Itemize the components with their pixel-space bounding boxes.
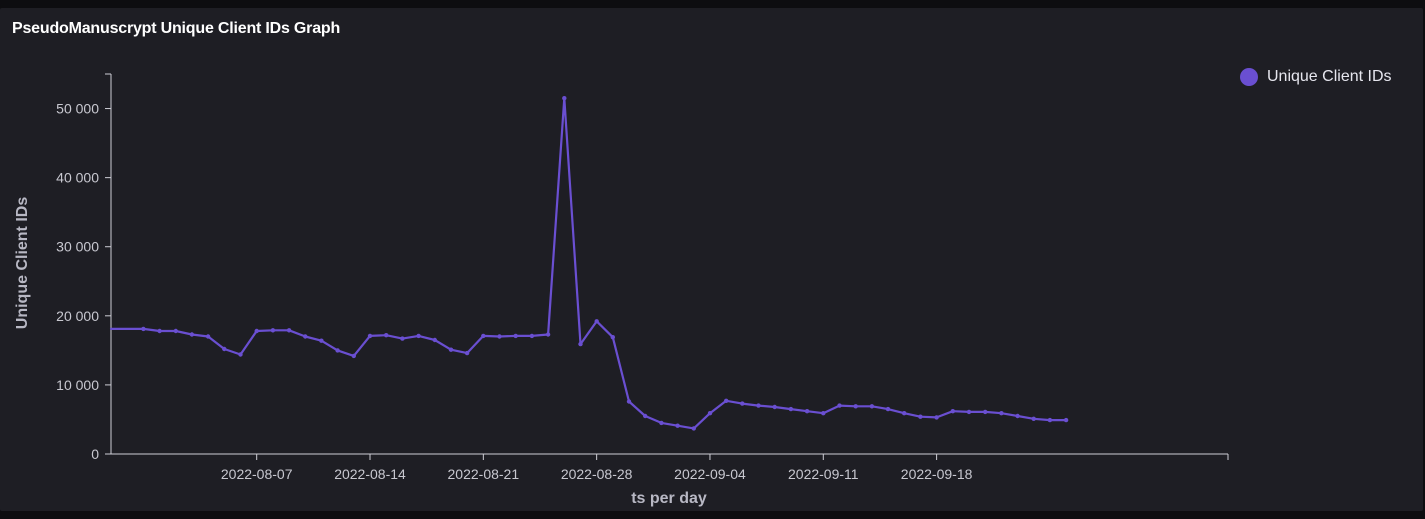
data-point [400, 336, 405, 341]
y-tick-label: 50 000 [56, 101, 99, 117]
x-tick-label: 2022-08-14 [334, 466, 406, 482]
data-point [804, 409, 810, 414]
y-tick-label: 30 000 [56, 239, 99, 255]
data-point [966, 409, 972, 415]
data-point [562, 96, 567, 101]
legend-swatch [1240, 68, 1258, 86]
data-point [869, 404, 875, 409]
data-point [173, 328, 178, 334]
data-point [659, 420, 664, 426]
data-point [513, 333, 518, 339]
data-point [189, 332, 195, 337]
y-tick-label: 40 000 [56, 170, 99, 186]
data-point [983, 409, 988, 415]
data-point [853, 404, 858, 409]
data-point [238, 352, 243, 357]
chart-title: PseudoManuscrypt Unique Client IDs Graph [12, 20, 341, 37]
data-point [707, 411, 713, 416]
y-tick-label: 10 000 [56, 377, 99, 393]
data-point [157, 328, 162, 334]
data-point [626, 399, 632, 404]
legend[interactable]: Unique Client IDs [1240, 68, 1392, 86]
axes [105, 73, 1229, 460]
data-point [464, 350, 470, 356]
data-point [270, 328, 276, 333]
data-point [303, 334, 308, 339]
data-point [416, 333, 421, 339]
x-tick-label: 2022-08-07 [221, 466, 293, 482]
series-layer [109, 96, 1069, 431]
data-point [643, 413, 648, 419]
data-point [788, 406, 794, 412]
data-point [691, 426, 696, 431]
data-point [1015, 413, 1020, 419]
data-point [675, 423, 680, 428]
chart-panel: PseudoManuscrypt Unique Client IDs Graph [0, 8, 1423, 511]
data-point [335, 348, 340, 353]
x-tick-label: 2022-09-04 [674, 466, 746, 482]
data-point [254, 328, 259, 334]
data-point [1031, 416, 1036, 421]
data-point [821, 411, 826, 416]
data-point [1047, 417, 1053, 423]
data-point [594, 319, 599, 324]
data-point [772, 404, 777, 410]
data-point [286, 328, 292, 333]
data-point [319, 338, 324, 343]
data-point [1063, 417, 1069, 423]
data-point [481, 333, 486, 339]
data-point [578, 341, 583, 347]
data-point [367, 333, 373, 339]
data-point [756, 403, 761, 408]
data-point [885, 406, 891, 412]
data-point [205, 334, 211, 339]
data-point [610, 335, 615, 340]
y-axis-title: Unique Client IDs [14, 197, 31, 330]
x-tick-label: 2022-08-21 [448, 466, 520, 482]
x-tick-label: 2022-09-18 [901, 466, 973, 482]
data-point [934, 415, 939, 420]
data-point [724, 398, 729, 403]
data-point [918, 414, 923, 419]
series-line [109, 97, 1068, 430]
x-axis-title: ts per day [631, 490, 707, 507]
legend-label: Unique Client IDs [1267, 68, 1392, 85]
data-point [837, 403, 842, 408]
x-tick-label: 2022-08-28 [561, 466, 633, 482]
data-point [529, 333, 535, 339]
data-point [497, 334, 502, 339]
x-tick-label: 2022-09-11 [788, 466, 859, 482]
data-point [432, 337, 437, 343]
data-point [448, 347, 454, 352]
data-point [999, 411, 1004, 416]
data-point [141, 326, 146, 332]
data-point [902, 411, 907, 416]
data-point [384, 333, 389, 338]
data-point [545, 332, 551, 337]
data-point [740, 401, 745, 406]
y-tick-label: 0 [91, 446, 99, 462]
data-point [950, 409, 955, 414]
x-ticks: 2022-08-07 2022-08-14 2022-08-21 2022-08-28… [221, 454, 973, 482]
y-tick-label: 20 000 [56, 308, 99, 324]
data-point [351, 353, 356, 359]
data-point [222, 346, 227, 352]
y-ticks: 0 10 000 20 000 30 000 40 000 50 000 [56, 101, 111, 462]
